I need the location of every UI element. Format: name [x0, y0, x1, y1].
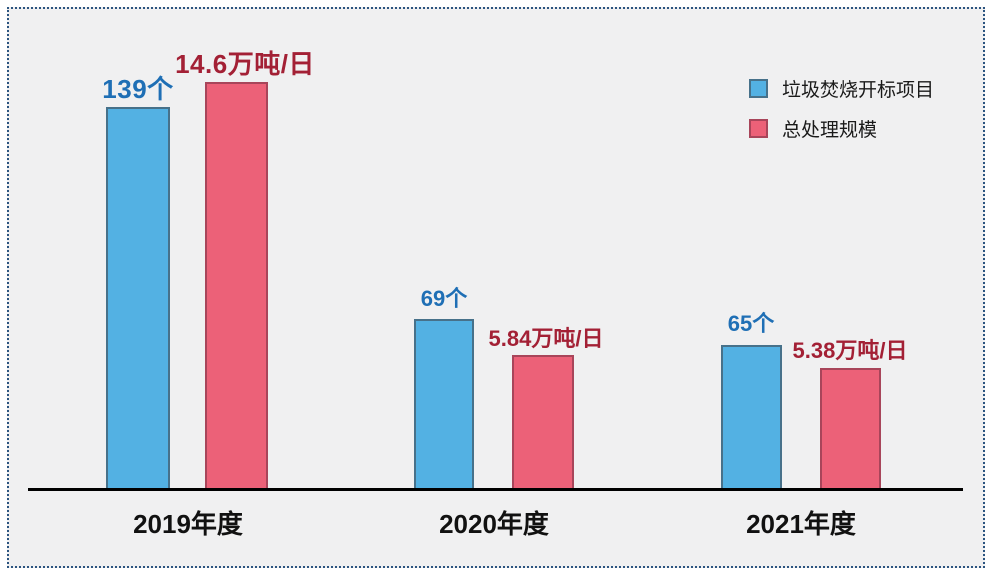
value-label-2021-capacity: 5.38万吨/日 [792, 337, 908, 363]
legend: 垃圾焚烧开标项目 总处理规模 [749, 75, 934, 142]
value-label-2020-capacity: 5.84万吨/日 [488, 325, 604, 351]
legend-swatch-capacity [749, 119, 768, 138]
category-label-2021: 2021年度 [746, 509, 856, 539]
category-label-2019: 2019年度 [133, 509, 243, 539]
legend-item-capacity: 总处理规模 [749, 115, 934, 142]
value-label-2020-projects: 69个 [420, 285, 468, 311]
bar-2019-capacity [205, 82, 268, 490]
legend-item-projects: 垃圾焚烧开标项目 [749, 75, 934, 102]
bar-2020-capacity [512, 355, 574, 490]
legend-label-projects: 垃圾焚烧开标项目 [782, 80, 935, 101]
legend-label-capacity: 总处理规模 [782, 120, 878, 141]
value-label-2019-capacity: 14.6万吨/日 [175, 48, 315, 79]
x-axis-line [28, 488, 963, 491]
value-label-2019-projects: 139个 [102, 73, 174, 104]
legend-swatch-projects [749, 79, 768, 98]
category-label-2020: 2020年度 [439, 509, 549, 539]
bar-2020-projects [414, 319, 474, 490]
bar-2019-projects [106, 107, 170, 490]
bar-2021-projects [721, 345, 782, 490]
value-label-2021-projects: 65个 [727, 310, 775, 336]
bar-2021-capacity [820, 368, 881, 490]
